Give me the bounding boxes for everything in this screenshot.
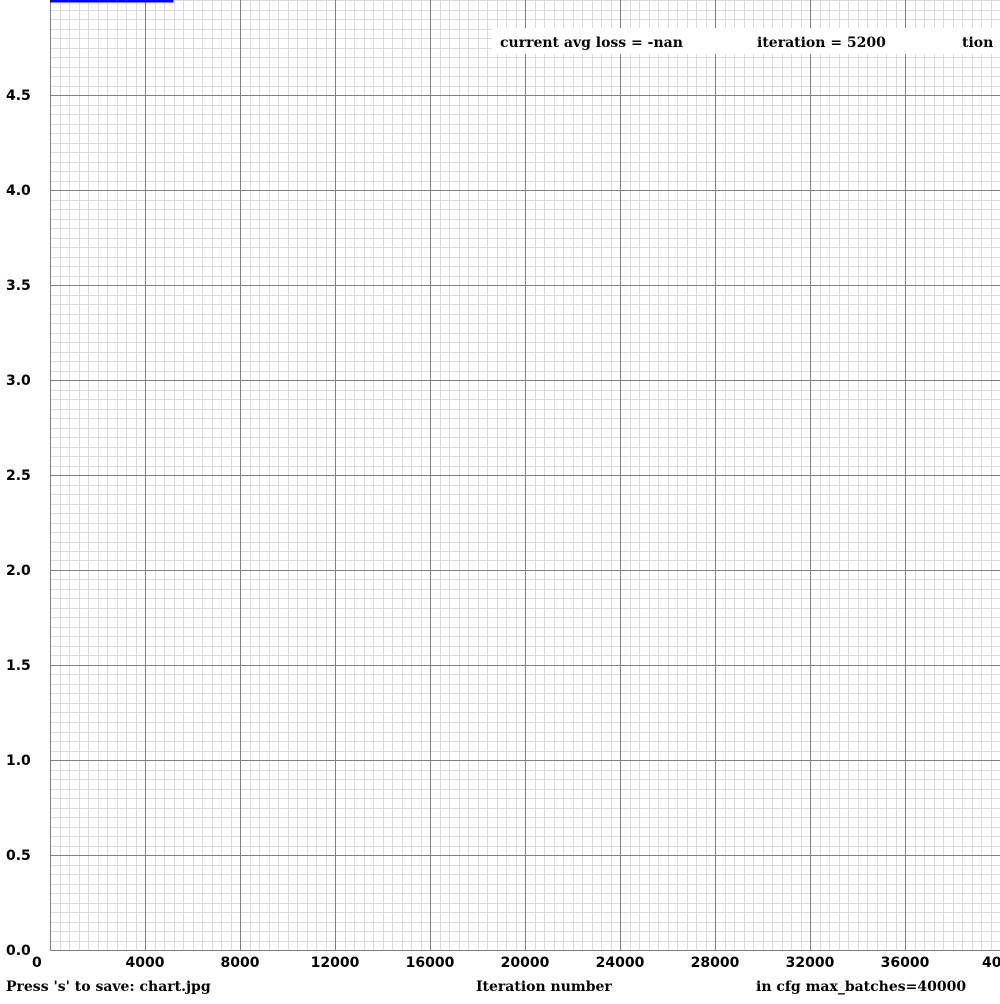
y-tick-label: 0.5	[6, 848, 31, 864]
x-tick-label: 0	[32, 955, 42, 971]
footer: Press 's' to save: chart.jpg Iteration n…	[6, 979, 966, 995]
x-tick-label: 8000	[221, 955, 260, 971]
truncated-status-text: tion	[962, 35, 993, 51]
y-tick-label: 2.0	[6, 563, 31, 579]
y-tick-label: 4.0	[6, 183, 31, 199]
y-tick-labels: 0.0 0.5 1.0 1.5 2.0 2.5 3.0 3.5 4.0 4.5	[6, 88, 31, 959]
x-tick-label: 36000	[881, 955, 930, 971]
save-hint: Press 's' to save: chart.jpg	[6, 979, 211, 995]
x-tick-label: 4000	[126, 955, 165, 971]
x-tick-label: 20000	[501, 955, 550, 971]
y-tick-label: 3.5	[6, 278, 31, 294]
status-overlay: current avg loss = -nan iteration = 5200…	[492, 28, 1000, 54]
x-tick-label-last: 40	[982, 955, 1000, 971]
x-tick-label: 32000	[786, 955, 835, 971]
y-tick-label: 1.5	[6, 658, 31, 674]
y-tick-label: 2.5	[6, 468, 31, 484]
iteration-text: iteration = 5200	[757, 35, 886, 51]
y-tick-label: 0.0	[6, 943, 31, 959]
x-tick-label: 12000	[311, 955, 360, 971]
major-grid	[50, 0, 1000, 951]
avg-loss-text: current avg loss = -nan	[500, 35, 683, 51]
x-tick-labels: 0 4000 8000 12000 16000 20000 24000 28000 32000 3…	[32, 955, 1000, 971]
max-batches-text: in cfg max_batches=40000	[756, 979, 966, 995]
x-axis-label: Iteration number	[476, 979, 612, 995]
y-tick-label: 3.0	[6, 373, 31, 389]
y-tick-label: 4.5	[6, 88, 31, 104]
x-tick-label: 16000	[406, 955, 455, 971]
x-tick-label: 24000	[596, 955, 645, 971]
y-tick-label: 1.0	[6, 753, 31, 769]
x-tick-label: 28000	[691, 955, 740, 971]
status-background	[492, 28, 1000, 54]
